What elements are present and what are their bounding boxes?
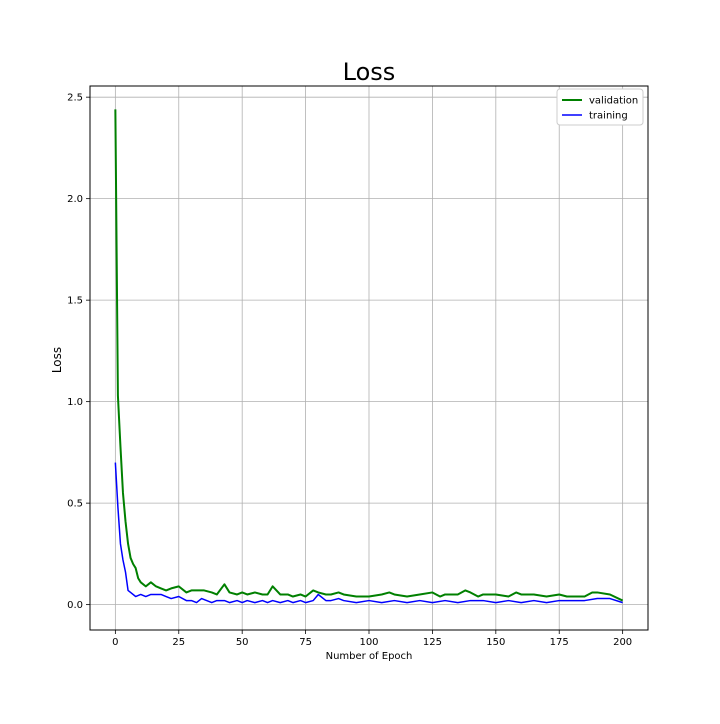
x-axis-label: Number of Epoch	[326, 651, 413, 662]
x-tick-label: 175	[550, 637, 569, 648]
y-tick-label: 1.0	[67, 397, 83, 408]
y-tick-label: 1.5	[67, 296, 83, 307]
legend-label-validation: validation	[589, 96, 638, 107]
y-tick-label: 0.5	[67, 499, 83, 510]
y-tick-label: 2.0	[67, 194, 83, 205]
x-tick-label: 125	[423, 637, 442, 648]
legend: validation training	[556, 88, 644, 126]
x-tick-label: 200	[613, 637, 632, 648]
x-tick-label: 75	[299, 637, 312, 648]
y-tick-label: 2.5	[67, 93, 83, 104]
x-tick-label: 25	[172, 637, 185, 648]
x-tick-label: 150	[486, 637, 505, 648]
y-axis-label: Loss	[50, 347, 64, 373]
x-tick-label: 100	[359, 637, 378, 648]
x-tick-label: 50	[236, 637, 249, 648]
series-line-validation	[114, 109, 624, 602]
grid-lines	[90, 86, 648, 630]
series-line-training	[114, 462, 623, 604]
chart-title: Loss	[343, 58, 396, 86]
legend-box	[556, 88, 644, 126]
axis-ticks: 0 25 50 75 100 125 150 175 200 0.0 0.5 1.0 1.5 2.0 2.5	[67, 93, 632, 648]
y-tick-label: 0.0	[67, 600, 83, 611]
series-lines	[114, 109, 624, 604]
x-tick-label: 0	[112, 637, 118, 648]
legend-label-training: training	[589, 111, 628, 122]
